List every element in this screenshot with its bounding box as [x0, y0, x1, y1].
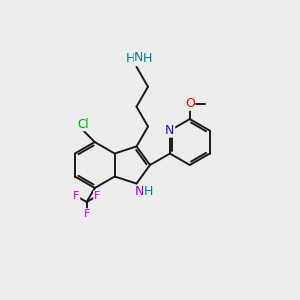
Text: Cl: Cl [77, 118, 88, 130]
Text: F: F [94, 191, 100, 201]
Text: H: H [125, 52, 135, 65]
Text: F: F [83, 209, 90, 219]
Text: N: N [134, 51, 144, 64]
Text: O: O [185, 97, 195, 110]
Text: H: H [144, 185, 154, 198]
Text: N: N [165, 124, 175, 137]
Text: F: F [73, 191, 80, 201]
Text: N: N [135, 185, 144, 198]
Text: H: H [143, 52, 152, 65]
